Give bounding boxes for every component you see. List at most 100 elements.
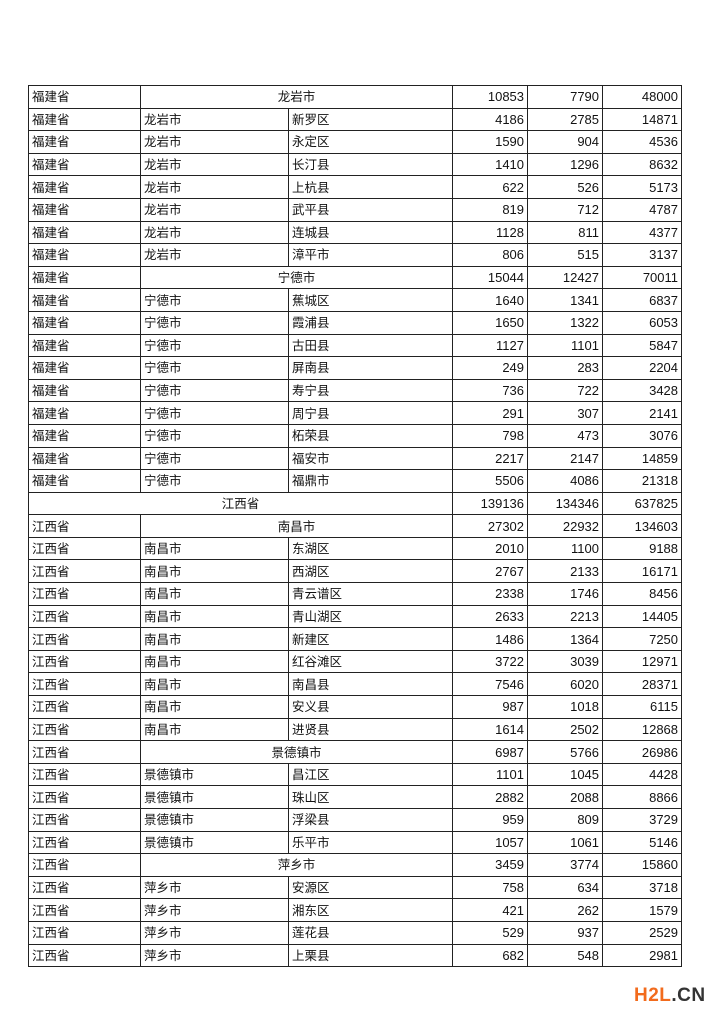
province-cell: 福建省 xyxy=(28,130,141,154)
province-cell: 江西省 xyxy=(28,536,141,561)
table-row-county: 江西省 景德镇市 珠山区 2882 2088 8866 xyxy=(28,785,683,809)
value-cell: 1486 xyxy=(452,627,529,651)
value-cell: 139136 xyxy=(452,491,529,516)
value-cell: 736 xyxy=(452,378,529,403)
table-row-county: 福建省 龙岩市 新罗区 4186 2785 14871 xyxy=(28,107,683,132)
value-cell: 811 xyxy=(527,220,604,245)
value-cell: 4186 xyxy=(452,107,529,132)
value-cell: 5173 xyxy=(602,175,683,199)
value-cell: 3137 xyxy=(602,243,683,267)
county-cell: 西湖区 xyxy=(287,559,454,584)
province-cell: 福建省 xyxy=(28,401,141,425)
city-cell: 龙岩市 xyxy=(140,197,289,222)
value-cell: 1640 xyxy=(452,288,529,312)
province-cell: 江西省 xyxy=(28,898,141,922)
value-cell: 283 xyxy=(527,356,604,380)
county-cell: 珠山区 xyxy=(287,785,454,809)
value-cell: 3428 xyxy=(602,378,683,403)
city-cell: 宁德市 xyxy=(139,265,454,290)
table-row-county: 江西省 景德镇市 昌江区 1101 1045 4428 xyxy=(28,762,683,787)
province-cell: 江西省 xyxy=(28,649,141,674)
value-cell: 1061 xyxy=(527,830,604,855)
value-cell: 1100 xyxy=(527,536,604,561)
county-cell: 安义县 xyxy=(287,695,454,719)
province-cell: 江西省 xyxy=(28,762,141,787)
city-cell: 宁德市 xyxy=(140,310,289,335)
table-row-county: 江西省 南昌市 青山湖区 2633 2213 14405 xyxy=(28,604,683,629)
value-cell: 722 xyxy=(527,378,604,403)
value-cell: 1614 xyxy=(452,717,529,742)
county-cell: 连城县 xyxy=(287,220,454,245)
data-table: 福建省 龙岩市 10853 7790 48000 福建省 龙岩市 新罗区 4186 2785 148… xyxy=(27,85,683,968)
province-cell: 江西省 xyxy=(28,875,141,900)
value-cell: 1579 xyxy=(602,898,683,922)
city-cell: 龙岩市 xyxy=(140,107,289,132)
value-cell: 2767 xyxy=(452,559,529,584)
value-cell: 1045 xyxy=(527,762,604,787)
city-cell: 南昌市 xyxy=(140,536,289,561)
value-cell: 1018 xyxy=(527,695,604,719)
city-cell: 龙岩市 xyxy=(139,85,454,109)
value-cell: 8632 xyxy=(602,152,683,177)
city-cell: 南昌市 xyxy=(140,559,289,584)
value-cell: 26986 xyxy=(602,740,683,764)
province-cell: 江西省 xyxy=(28,920,141,945)
table-row-county: 江西省 南昌市 青云谱区 2338 1746 8456 xyxy=(28,582,683,606)
table-row-county: 江西省 南昌市 东湖区 2010 1100 9188 xyxy=(28,536,683,561)
city-cell: 宁德市 xyxy=(140,288,289,312)
city-cell: 南昌市 xyxy=(140,672,289,697)
value-cell: 1364 xyxy=(527,627,604,651)
table-row-county: 福建省 宁德市 福安市 2217 2147 14859 xyxy=(28,446,683,471)
city-cell: 龙岩市 xyxy=(140,152,289,177)
value-cell: 15860 xyxy=(602,853,683,877)
value-cell: 27302 xyxy=(452,514,529,538)
table-row-county: 江西省 南昌市 安义县 987 1018 6115 xyxy=(28,695,683,719)
province-cell: 福建省 xyxy=(28,107,141,132)
table-row-county: 江西省 南昌市 西湖区 2767 2133 16171 xyxy=(28,559,683,584)
province-cell: 江西省 xyxy=(28,785,141,809)
value-cell: 798 xyxy=(452,423,529,448)
county-cell: 长汀县 xyxy=(287,152,454,177)
value-cell: 904 xyxy=(527,130,604,154)
value-cell: 1057 xyxy=(452,830,529,855)
city-cell: 景德镇市 xyxy=(140,762,289,787)
city-cell: 萍乡市 xyxy=(140,875,289,900)
table-row-county: 福建省 龙岩市 上杭县 622 526 5173 xyxy=(28,175,683,199)
value-cell: 6987 xyxy=(452,740,529,764)
value-cell: 2981 xyxy=(602,943,683,968)
value-cell: 1101 xyxy=(452,762,529,787)
value-cell: 6837 xyxy=(602,288,683,312)
province-cell: 福建省 xyxy=(28,469,141,493)
value-cell: 8866 xyxy=(602,785,683,809)
h2l-watermark-logo: H2L.CN xyxy=(634,985,706,1006)
value-cell: 1341 xyxy=(527,288,604,312)
value-cell: 3722 xyxy=(452,649,529,674)
value-cell: 249 xyxy=(452,356,529,380)
value-cell: 48000 xyxy=(602,85,683,109)
city-cell: 宁德市 xyxy=(140,333,289,358)
value-cell: 3718 xyxy=(602,875,683,900)
value-cell: 4086 xyxy=(527,469,604,493)
value-cell: 3459 xyxy=(452,853,529,877)
county-cell: 青云谱区 xyxy=(287,582,454,606)
city-cell: 景德镇市 xyxy=(140,785,289,809)
county-cell: 昌江区 xyxy=(287,762,454,787)
city-cell: 南昌市 xyxy=(140,649,289,674)
province-cell: 江西省 xyxy=(28,943,141,968)
city-cell: 南昌市 xyxy=(140,604,289,629)
value-cell: 2785 xyxy=(527,107,604,132)
county-cell: 周宁县 xyxy=(287,401,454,425)
value-cell: 937 xyxy=(527,920,604,945)
value-cell: 4536 xyxy=(602,130,683,154)
province-cell: 福建省 xyxy=(28,446,141,471)
city-cell: 景德镇市 xyxy=(140,830,289,855)
value-cell: 758 xyxy=(452,875,529,900)
table-row-county: 江西省 萍乡市 上栗县 682 548 2981 xyxy=(28,943,683,968)
value-cell: 529 xyxy=(452,920,529,945)
value-cell: 473 xyxy=(527,423,604,448)
province-cell: 江西省 xyxy=(28,808,141,832)
table-row-city: 福建省 宁德市 15044 12427 70011 xyxy=(28,265,683,290)
city-cell: 龙岩市 xyxy=(140,175,289,199)
county-cell: 东湖区 xyxy=(287,536,454,561)
value-cell: 526 xyxy=(527,175,604,199)
